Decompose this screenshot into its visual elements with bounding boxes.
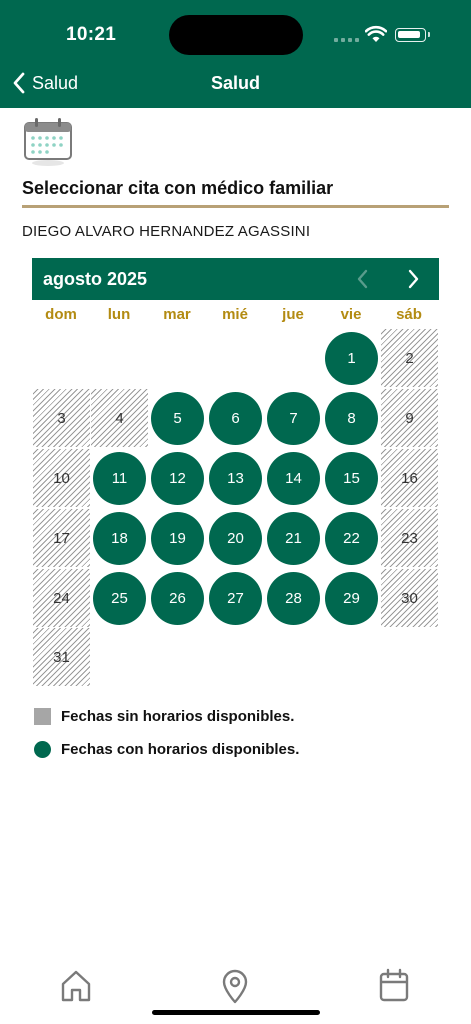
calendar-day-unavailable: 17 xyxy=(33,509,90,567)
calendar-day-unavailable: 16 xyxy=(381,449,438,507)
day-number: 25 xyxy=(111,589,128,607)
patient-name: DIEGO ALVARO HERNANDEZ AGASSINI xyxy=(22,223,311,240)
location-pin-icon[interactable] xyxy=(218,966,252,1006)
calendar-day-available[interactable]: 28 xyxy=(265,569,322,627)
day-number: 28 xyxy=(285,589,302,607)
cellular-signal-icon xyxy=(334,38,359,42)
day-number: 11 xyxy=(111,469,128,487)
month-label: agosto 2025 xyxy=(43,269,148,289)
status-time: 10:21 xyxy=(66,24,117,45)
calendar-day-available[interactable]: 11 xyxy=(91,449,148,507)
weekday-jue: jue xyxy=(282,306,304,323)
chevron-left-icon xyxy=(13,72,25,94)
home-indicator xyxy=(152,1010,320,1015)
calendar-day-available[interactable]: 12 xyxy=(149,449,206,507)
day-number: 9 xyxy=(405,409,414,427)
app-header: 10:21 Salud Salud xyxy=(0,0,471,108)
weekday-vie: vie xyxy=(340,306,362,323)
home-icon[interactable] xyxy=(59,966,93,1006)
day-number: 15 xyxy=(343,469,360,487)
day-number: 8 xyxy=(347,409,356,427)
day-number: 20 xyxy=(227,529,244,547)
day-number: 30 xyxy=(401,589,418,607)
calendar-day-unavailable: 3 xyxy=(33,389,90,447)
day-number: 2 xyxy=(405,349,414,367)
previous-month-button[interactable] xyxy=(350,266,376,292)
calendar-day-available[interactable]: 26 xyxy=(149,569,206,627)
nav-title: Salud xyxy=(210,73,260,93)
day-number: 24 xyxy=(53,589,70,607)
day-number: 18 xyxy=(111,529,128,547)
calendar-day-unavailable: 24 xyxy=(33,569,90,627)
calendar-day-available[interactable]: 21 xyxy=(265,509,322,567)
calendar-day-available[interactable]: 29 xyxy=(323,569,380,627)
weekday-dom: dom xyxy=(45,306,77,323)
back-label: Salud xyxy=(32,72,79,93)
calendar-day-available[interactable]: 22 xyxy=(323,509,380,567)
calendar-day-available[interactable]: 19 xyxy=(149,509,206,567)
day-number: 13 xyxy=(227,469,244,487)
calendar-icon[interactable] xyxy=(377,966,411,1006)
day-number: 3 xyxy=(57,409,66,427)
weekday-sab: sáb xyxy=(396,306,422,323)
day-number: 1 xyxy=(347,349,356,367)
day-number: 16 xyxy=(401,469,418,487)
calendar-day-available[interactable]: 27 xyxy=(207,569,264,627)
day-number: 10 xyxy=(53,469,70,487)
calendar-day-available[interactable]: 25 xyxy=(91,569,148,627)
calendar-day-available[interactable]: 13 xyxy=(207,449,264,507)
calendar-month-header: agosto 2025 xyxy=(32,258,439,300)
day-number: 22 xyxy=(343,529,360,547)
page-title: Seleccionar cita con médico familiar xyxy=(22,178,334,198)
day-number: 14 xyxy=(285,469,302,487)
day-number: 12 xyxy=(169,469,186,487)
day-number: 5 xyxy=(173,409,182,427)
back-button[interactable]: Salud xyxy=(12,72,78,94)
calendar-day-unavailable: 23 xyxy=(381,509,438,567)
legend-green-circle xyxy=(34,741,51,758)
calendar-day-available[interactable]: 7 xyxy=(265,389,322,447)
calendar-day-available[interactable]: 18 xyxy=(91,509,148,567)
weekday-mie: mié xyxy=(222,306,248,323)
day-number: 21 xyxy=(285,529,302,547)
legend-available: Fechas con horarios disponibles. xyxy=(34,741,299,758)
legend-gray-square xyxy=(34,708,51,725)
calendar-day-unavailable: 4 xyxy=(91,389,148,447)
dynamic-island xyxy=(169,15,303,55)
wifi-icon xyxy=(365,25,387,42)
calendar-day-available[interactable]: 6 xyxy=(207,389,264,447)
legend-unavailable-label: Fechas sin horarios disponibles. xyxy=(61,708,295,725)
battery-icon xyxy=(395,28,430,42)
day-number: 29 xyxy=(343,589,360,607)
calendar-day-available[interactable]: 1 xyxy=(323,329,380,387)
weekday-mar: mar xyxy=(163,306,191,323)
day-number: 17 xyxy=(53,529,70,547)
calendar-day-available[interactable]: 8 xyxy=(323,389,380,447)
weekday-lun: lun xyxy=(107,306,131,323)
calendar-day-unavailable: 2 xyxy=(381,329,438,387)
day-number: 31 xyxy=(53,648,70,666)
calendar-day-available[interactable]: 14 xyxy=(265,449,322,507)
title-divider xyxy=(22,205,449,208)
day-number: 4 xyxy=(115,409,124,427)
calendar-day-available[interactable]: 20 xyxy=(207,509,264,567)
legend-unavailable: Fechas sin horarios disponibles. xyxy=(34,708,294,725)
next-month-button[interactable] xyxy=(400,266,426,292)
legend-available-label: Fechas con horarios disponibles. xyxy=(61,741,300,758)
day-number: 26 xyxy=(169,589,186,607)
calendar-day-available[interactable]: 5 xyxy=(149,389,206,447)
day-number: 19 xyxy=(169,529,186,547)
day-number: 6 xyxy=(231,409,240,427)
day-number: 7 xyxy=(289,409,298,427)
calendar-illustration-icon xyxy=(24,118,72,166)
day-number: 27 xyxy=(227,589,244,607)
calendar-day-unavailable: 9 xyxy=(381,389,438,447)
day-number: 23 xyxy=(401,529,418,547)
calendar-day-unavailable: 10 xyxy=(33,449,90,507)
calendar-day-unavailable: 31 xyxy=(33,628,90,686)
calendar-day-unavailable: 30 xyxy=(381,569,438,627)
calendar-day-available[interactable]: 15 xyxy=(323,449,380,507)
